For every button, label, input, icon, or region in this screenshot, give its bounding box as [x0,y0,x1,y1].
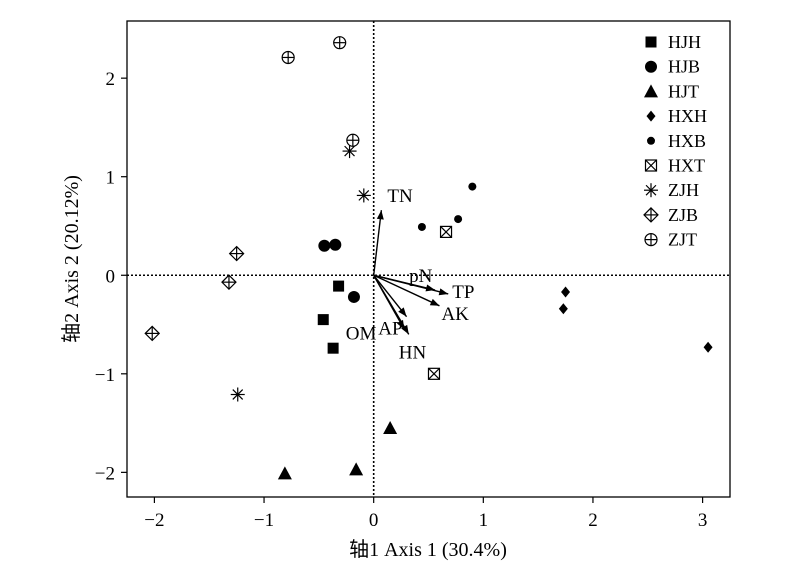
vector-line [373,274,440,307]
legend-label: ZJH [668,180,699,200]
vector-label: AP [378,319,402,340]
legend-label: HJH [668,32,701,52]
vector-arrowhead [401,324,409,335]
legend-label: HXB [668,131,706,151]
legend-item-zjt: ZJT [644,230,697,250]
legend-item-hxt: HXT [644,156,705,176]
legend-label: HJB [668,57,700,77]
vector-ak: AK [373,274,469,325]
point-hjt [349,462,364,476]
legend-marker-zjh [644,183,658,198]
point-zjt [333,36,347,50]
vector-label: pN [409,266,433,287]
legend-marker-zjt [644,233,658,247]
point-hxb [417,222,426,231]
point-hjb [329,238,342,251]
x-tick-label: −1 [254,510,274,531]
y-tick-label: 1 [106,168,116,189]
legend-marker-hjt [644,84,658,98]
y-tick-label: 0 [106,266,116,287]
point-zjb [221,274,237,291]
x-tick-label: 3 [698,510,708,531]
legend-label: HJT [668,81,699,101]
y-axis-title: 轴2 Axis 2 (20.12%) [60,175,83,343]
legend-item-hjb: HJB [645,57,700,77]
legend-item-hxh: HXH [646,106,707,126]
point-hxh [561,286,571,298]
point-hjh [317,314,329,326]
y-tick-label: −2 [95,463,115,484]
vector-arrowhead [398,307,407,317]
legend: HJH HJB HJT HXH HXB HXT ZJH ZJB ZJT [643,32,707,250]
point-zjt [281,50,295,65]
y-tick-label: −1 [95,365,115,386]
point-hxb [454,215,463,224]
point-zjh [356,188,371,203]
x-axis-title: 轴1 Axis 1 (30.4%) [349,538,507,561]
vector-line [372,210,383,276]
legend-item-hjh: HJH [645,32,701,52]
vector-label: AK [441,304,469,325]
plot-border [126,20,731,498]
vector-arrowhead [376,210,384,220]
zero-reference-lines [127,21,730,497]
x-tick-label: 2 [588,510,598,531]
vector-label: TN [387,186,413,207]
sample-points [144,36,713,480]
y-tick-label: 2 [106,69,116,90]
vector-arrowhead [438,288,449,296]
point-hjh [333,280,345,292]
vector-tn: TN [372,186,413,276]
legend-marker-hxb [647,136,655,145]
point-hxt [439,225,453,238]
x-axis-ticks: −2 −1 0 1 2 3 [144,497,707,531]
legend-item-hxb: HXB [647,131,706,151]
y-axis-ticks: −2 −1 0 1 2 [95,69,127,484]
point-zjh [342,144,357,159]
point-hxb [468,182,477,191]
legend-label: ZJT [668,230,697,250]
point-hxt [427,367,441,380]
x-tick-label: −2 [144,510,164,531]
point-hjt [383,421,398,435]
vector-arrowhead [396,319,405,330]
vector-label: OM [346,323,377,344]
legend-item-zjh: ZJH [644,180,699,200]
vector-label: TP [452,282,474,303]
legend-label: ZJB [668,205,698,225]
point-zjb [228,245,245,262]
point-zjt [346,133,360,147]
point-hjb [318,239,331,252]
x-tick-label: 1 [479,510,489,531]
legend-marker-hxt [644,159,658,172]
legend-item-zjb: ZJB [643,205,698,225]
point-hxh [558,303,568,315]
point-zjb [144,325,161,342]
point-hjh [327,342,339,354]
legend-marker-zjb [643,207,659,223]
point-hxh [703,341,713,353]
plot-area [126,20,731,498]
vector-arrowhead [429,298,440,306]
legend-label: HXH [668,106,707,126]
legend-marker-hjh [645,36,657,48]
legend-label: HXT [668,156,705,176]
point-hjt [277,466,292,480]
legend-marker-hxh [646,110,656,122]
point-hjb [347,290,360,303]
legend-marker-hjb [645,60,657,73]
legend-item-hjt: HJT [644,81,699,101]
vector-tp: TP [373,274,474,303]
vector-line [373,274,449,295]
vector-om: OM [346,274,405,344]
vector-label: HN [399,342,427,363]
point-zjh [230,387,245,402]
x-tick-label: 0 [369,510,379,531]
vector-ap: AP [373,274,408,340]
vector-line [373,274,405,330]
